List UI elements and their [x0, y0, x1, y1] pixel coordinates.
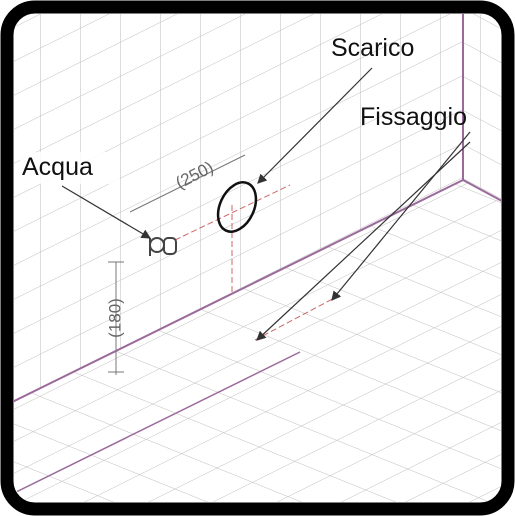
dimension-label: (180)	[105, 298, 124, 338]
diagram: (250) (180) Scarico Fissaggio Acqua	[0, 0, 515, 516]
label: Acqua	[22, 153, 93, 181]
label: Fissaggio	[360, 103, 467, 131]
page: (250) (180) Scarico Fissaggio Acqua (() …	[0, 0, 515, 516]
grid	[0, 0, 515, 516]
label: Scarico	[331, 34, 414, 62]
